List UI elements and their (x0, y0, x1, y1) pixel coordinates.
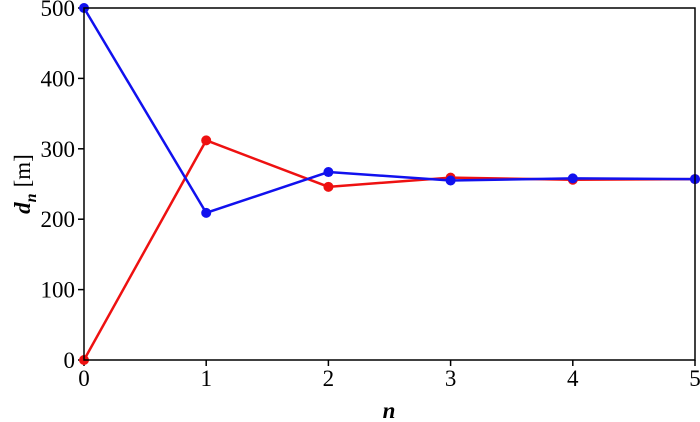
x-tick-label: 0 (78, 366, 90, 391)
series-line (82, 138, 696, 361)
y-label-subscript: n (23, 193, 40, 202)
x-axis-label: n (383, 398, 396, 422)
point (323, 167, 334, 178)
series-line (82, 7, 696, 215)
point (323, 181, 334, 192)
y-tick-label: 500 (41, 0, 76, 21)
y-tick-label: 100 (41, 278, 76, 303)
point (201, 207, 212, 218)
x-tick-label: 1 (200, 366, 212, 391)
y-axis-label: dn [m] (10, 154, 40, 214)
x-tick-label: 4 (567, 366, 579, 391)
y-tick-label: 200 (41, 207, 76, 232)
y-tick-label: 300 (41, 137, 76, 162)
x-tick-label: 3 (445, 366, 457, 391)
point (567, 173, 578, 184)
plot-frame (83, 7, 696, 361)
y-tick-label: 0 (64, 348, 76, 373)
x-tick-label: 2 (323, 366, 335, 391)
point (201, 135, 212, 146)
point (445, 175, 456, 186)
y-tick-label: 400 (41, 66, 76, 91)
y-label-symbol: d (10, 202, 35, 214)
x-tick-label: 5 (689, 366, 700, 391)
y-label-unit: [m] (10, 154, 35, 187)
